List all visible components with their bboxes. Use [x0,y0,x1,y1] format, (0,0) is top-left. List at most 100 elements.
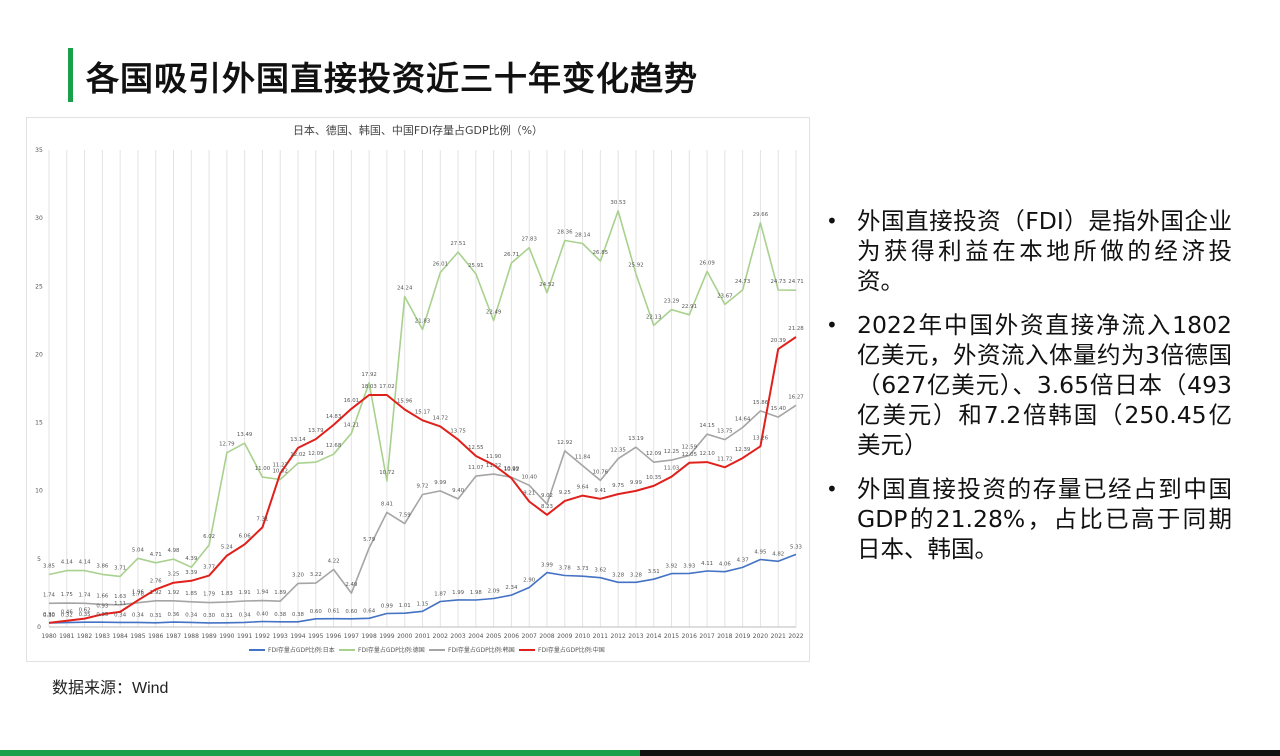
data-label: 26.09 [699,260,715,266]
data-label: 9.72 [416,484,428,490]
data-label: 11.07 [468,465,483,471]
data-label: 10.92 [504,467,519,473]
data-label: 24.24 [397,286,413,292]
data-label: 30.53 [610,200,625,206]
y-tick-label: 5 [37,556,41,563]
data-label: 1.98 [470,590,483,596]
data-label: 3.22 [310,572,322,578]
data-label: 4.14 [61,560,74,566]
legend-label: FDI存量占GDP比例:中国 [538,646,605,654]
data-label: 0.30 [43,612,56,618]
x-tick-label: 2009 [557,633,572,640]
data-label: 12.35 [610,448,625,454]
data-label: 27.83 [521,237,536,243]
data-label: 2.76 [150,578,163,584]
data-label: 13.14 [290,437,306,443]
data-label: 7.31 [256,516,268,522]
data-label: 3.77 [203,565,215,571]
data-label: 12.39 [735,447,751,453]
data-label: 6.02 [203,534,215,540]
data-label: 15.40 [770,406,786,412]
data-label: 12.02 [290,452,305,458]
data-label: 2.90 [523,577,536,583]
data-label: 1.83 [221,591,233,597]
data-label: 3.85 [43,564,55,570]
data-label: 28.14 [575,232,591,238]
chart-legend: FDI存量占GDP比例:日本 FDI存量占GDP比例:德国 FDI存量占GDP比例:… [249,646,605,654]
data-label: 23.29 [664,299,680,305]
data-label: 4.82 [772,551,784,557]
data-label: 11.22 [486,463,501,469]
data-label: 3.78 [559,565,572,571]
data-label: 16.01 [344,398,359,404]
data-label: 1.89 [274,590,287,596]
x-tick-label: 2018 [717,633,732,640]
data-label: 17.02 [379,384,394,390]
data-label: 5.24 [221,545,234,551]
data-label: 10.35 [646,475,661,481]
x-tick-label: 2003 [450,633,465,640]
data-label: 1.74 [79,592,92,598]
data-label: 0.34 [114,612,127,618]
data-label: 0.62 [79,608,91,614]
data-label: 1.79 [203,592,216,598]
series-line [48,553,797,624]
x-tick-label: 2011 [593,633,608,640]
data-label: 16.27 [788,394,803,400]
fdi-chart: 日本、德国、韩国、中国FDI存量占GDP比例（%） 1980 1981 1982 19… [26,117,810,662]
x-tick-label: 2001 [415,633,430,640]
data-label: 1.96 [132,589,145,595]
data-label: 2.49 [345,582,358,588]
data-label: 9.25 [559,490,571,496]
data-label: 11.72 [717,456,732,462]
x-tick-label: 1986 [148,633,163,640]
bullet-dot-icon: • [826,477,838,501]
x-tick-label: 1992 [255,633,270,640]
data-label: 0.31 [221,613,233,619]
x-tick-label: 1998 [362,633,377,640]
data-label: 4.22 [328,558,340,564]
data-label: 8.41 [381,501,393,507]
data-label: 3.99 [541,563,554,569]
chart-title: 日本、德国、韩国、中国FDI存量占GDP比例（%） [293,123,543,137]
x-tick-label: 1980 [41,633,56,640]
data-label: 14.72 [433,415,448,421]
x-tick-label: 1981 [59,633,74,640]
data-label: 26.85 [593,250,608,256]
data-label: 1.91 [239,590,251,596]
x-tick-label: 1989 [201,633,216,640]
data-label: 9.99 [630,480,643,486]
x-tick-label: 1991 [237,633,252,640]
data-label: 0.60 [310,609,323,615]
data-label: 25.91 [468,263,483,269]
data-label: 24.71 [788,279,803,285]
data-label: 21.28 [788,326,804,332]
data-label: 11.03 [664,466,679,472]
y-tick-label: 15 [35,420,43,427]
x-tick-label: 2019 [735,633,750,640]
data-label: 3.20 [292,572,305,578]
data-label: 0.35 [79,612,91,618]
x-tick-label: 2010 [575,633,590,640]
data-label: 12.68 [326,443,342,449]
x-tick-label: 1996 [326,633,341,640]
legend-label: FDI存量占GDP比例:德国 [358,646,425,654]
data-label: 4.06 [719,562,732,568]
x-tick-label: 2013 [628,633,643,640]
data-label: 0.40 [256,612,269,618]
data-label: 10.72 [379,470,394,476]
y-tick-label: 25 [35,283,43,290]
data-label: 4.71 [150,552,162,558]
title-accent-bar [68,48,73,102]
legend-label: FDI存量占GDP比例:日本 [268,646,335,654]
data-label: 13.19 [628,436,644,442]
data-label: 11.00 [255,466,271,472]
data-label: 22.49 [486,309,502,315]
data-label: 24.73 [735,279,750,285]
data-label: 0.34 [132,612,145,618]
y-tick-label: 10 [35,488,43,495]
data-label: 27.51 [450,241,465,247]
data-label: 9.64 [577,485,590,491]
data-label: 10.82 [272,469,287,475]
data-label: 0.34 [239,612,252,618]
